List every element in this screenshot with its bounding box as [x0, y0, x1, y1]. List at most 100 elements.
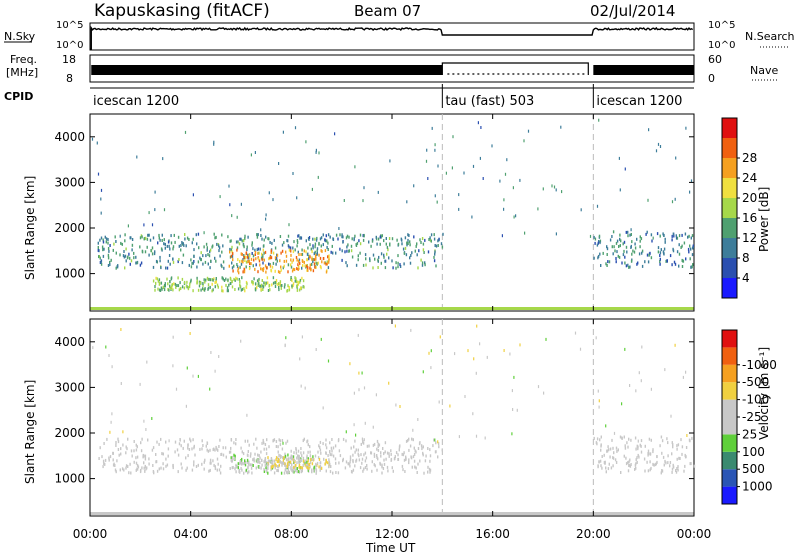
echo-cell: [425, 454, 427, 458]
echo-cell: [402, 453, 405, 457]
echo-cell: [677, 443, 680, 447]
echo-cell: [260, 267, 262, 271]
echo-cell: [325, 443, 327, 447]
echo-cell: [417, 447, 420, 450]
echo-cell: [363, 234, 365, 238]
echo-cell: [120, 241, 122, 245]
echo-cell: [306, 258, 308, 262]
colorbar-swatch: [722, 364, 737, 383]
echo-cell: [413, 453, 416, 456]
echo-cell: [205, 254, 207, 258]
echo-cell: [407, 238, 409, 242]
echo-cell: [675, 469, 677, 472]
echo-cell: [305, 239, 307, 243]
echo-cell: [413, 184, 415, 188]
echo-cell: [309, 465, 311, 469]
echo-cell: [268, 262, 270, 266]
echo-cell: [250, 466, 253, 470]
echo-cell: [636, 456, 638, 460]
echo-cell: [644, 260, 646, 264]
echo-cell: [202, 444, 204, 447]
echo-cell: [382, 467, 385, 470]
echo-cell: [243, 239, 245, 243]
echo-cell: [241, 450, 243, 454]
echo-cell: [115, 470, 117, 474]
echo-cell: [318, 457, 321, 461]
echo-cell: [228, 450, 231, 454]
echo-cell: [596, 437, 599, 441]
echo-cell: [205, 242, 208, 246]
echo-cell: [688, 234, 690, 238]
echo-cell: [176, 284, 178, 287]
echo-cell: [316, 236, 318, 240]
echo-cell: [678, 243, 680, 247]
colorbar-swatch: [722, 138, 737, 158]
echo-cell: [157, 279, 160, 283]
echo-cell: [420, 444, 423, 448]
echo-cell: [484, 436, 486, 440]
echo-cell: [449, 404, 451, 408]
echo-cell: [437, 239, 439, 243]
echo-cell: [411, 465, 413, 469]
echo-cell: [628, 460, 630, 464]
echo-cell: [307, 268, 309, 272]
echo-cell: [228, 264, 230, 268]
echo-cell: [353, 445, 355, 449]
echo-cell: [107, 241, 109, 245]
echo-cell: [286, 470, 288, 474]
echo-cell: [594, 237, 597, 241]
echo-cell: [302, 459, 305, 463]
echo-cell: [630, 438, 632, 442]
echo-cell: [627, 230, 629, 234]
echo-cell: [357, 254, 359, 258]
echo-cell: [268, 237, 270, 241]
echo-cell: [619, 435, 622, 439]
echo-cell: [332, 446, 335, 450]
echo-cell: [281, 284, 283, 287]
echo-cell: [298, 253, 300, 256]
colorbar-swatch: [722, 469, 737, 487]
echo-cell: [243, 462, 246, 465]
colorbar-label: 20: [742, 191, 757, 205]
echo-cell: [416, 471, 418, 474]
echo-cell: [351, 470, 353, 474]
echo-cell: [629, 233, 631, 237]
echo-cell: [596, 243, 599, 247]
echo-cell: [363, 467, 365, 471]
echo-cell: [486, 355, 488, 359]
echo-cell: [307, 266, 309, 270]
echo-cell: [287, 234, 290, 238]
echo-cell: [105, 240, 107, 244]
echo-cell: [374, 257, 376, 261]
echo-cell: [108, 458, 110, 462]
echo-cell: [605, 424, 607, 428]
echo-cell: [181, 466, 183, 470]
echo-cell: [207, 283, 210, 287]
echo-cell: [251, 471, 253, 475]
echo-cell: [263, 251, 265, 255]
echo-cell: [156, 277, 159, 281]
echo-cell: [377, 442, 379, 446]
echo-cell: [323, 457, 325, 461]
echo-cell: [325, 446, 328, 450]
echo-cell: [438, 445, 440, 449]
echo-cell: [641, 249, 644, 253]
echo-cell: [260, 234, 262, 237]
echo-cell: [290, 276, 292, 279]
echo-cell: [209, 461, 211, 465]
echo-cell: [173, 282, 175, 286]
echo-cell: [154, 208, 156, 212]
echo-cell: [158, 467, 160, 471]
echo-cell: [628, 437, 630, 441]
echo-cell: [416, 242, 418, 246]
echo-cell: [669, 461, 672, 464]
echo-cell: [231, 254, 234, 258]
echo-cell: [302, 264, 304, 268]
echo-cell: [175, 285, 177, 289]
echo-cell: [120, 328, 122, 331]
echo-cell: [377, 448, 380, 452]
echo-cell: [305, 264, 308, 268]
echo-cell: [103, 442, 105, 445]
echo-cell: [398, 445, 401, 449]
echo-cell: [158, 288, 161, 292]
